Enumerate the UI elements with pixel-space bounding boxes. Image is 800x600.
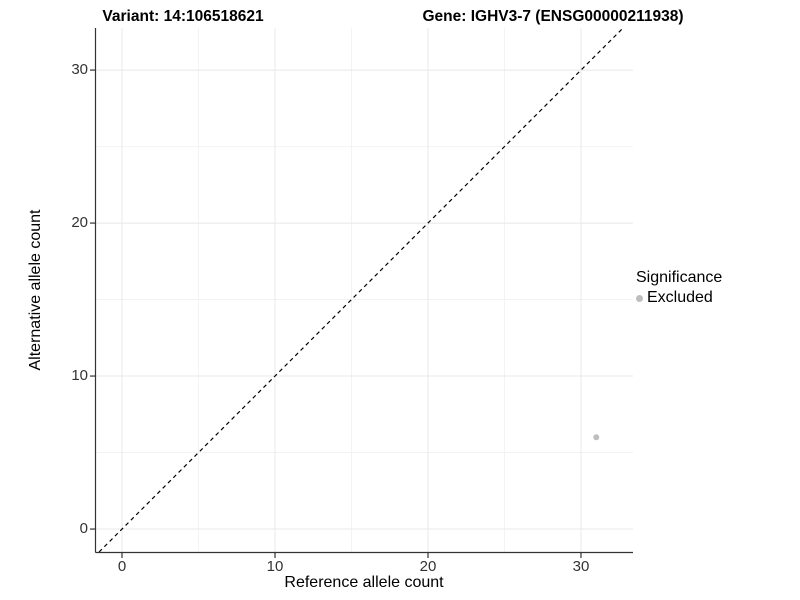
x-axis-title: Reference allele count [284, 574, 444, 591]
x-tick-label: 10 [266, 558, 284, 575]
legend-entry-excluded: Excluded [636, 289, 722, 307]
legend-point-icon [636, 294, 643, 302]
x-tick-label: 0 [117, 558, 127, 575]
legend: Significance Excluded [636, 269, 722, 307]
legend-entry-label: Excluded [647, 289, 713, 306]
y-tick-label: 0 [79, 520, 88, 538]
y-tick-label: 20 [71, 214, 88, 232]
identity-reference-line [98, 27, 624, 553]
x-tick-label: 20 [419, 558, 437, 575]
y-tick-label: 10 [71, 367, 88, 385]
y-axis-title: Alternative allele count [27, 209, 44, 371]
x-tick-label: 30 [572, 558, 590, 575]
legend-title: Significance [636, 269, 723, 286]
data-point [593, 434, 600, 441]
plot-title-variant: Variant: 14:106518621 [102, 8, 264, 25]
y-tick-label: 30 [71, 61, 88, 79]
plot-title-gene: Gene: IGHV3-7 (ENSG00000211938) [422, 8, 684, 25]
